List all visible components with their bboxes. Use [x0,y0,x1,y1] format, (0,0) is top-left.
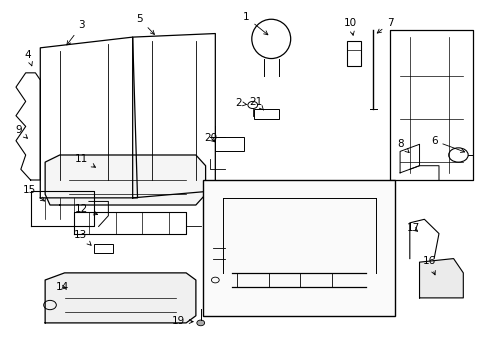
Bar [254,109,278,119]
Text: 6: 6 [430,136,464,152]
Text: 17: 17 [406,223,420,233]
Text: 15: 15 [23,185,44,201]
Text: 19: 19 [172,316,193,326]
Text: 1: 1 [243,13,267,35]
Text: 16: 16 [422,256,435,275]
Text: 13: 13 [74,230,91,245]
Polygon shape [45,155,205,205]
Text: 10: 10 [343,18,356,35]
Text: 4: 4 [25,50,32,66]
Polygon shape [45,273,196,323]
Text: 21: 21 [249,97,263,110]
Text: 20: 20 [203,133,217,143]
Text: 18: 18 [257,304,270,317]
Text: 5: 5 [136,14,154,35]
Bar [215,137,244,152]
Text: 9: 9 [15,125,27,138]
Text: 8: 8 [396,139,408,153]
Text: 7: 7 [376,18,393,33]
Circle shape [197,320,204,326]
Text: 2: 2 [234,98,246,108]
Bar [346,41,361,66]
Polygon shape [419,258,462,298]
Bar [203,180,394,316]
Text: 3: 3 [67,20,85,45]
Text: 12: 12 [75,203,98,215]
Text: 14: 14 [56,282,69,292]
Bar [94,244,113,253]
Text: 11: 11 [75,154,95,167]
